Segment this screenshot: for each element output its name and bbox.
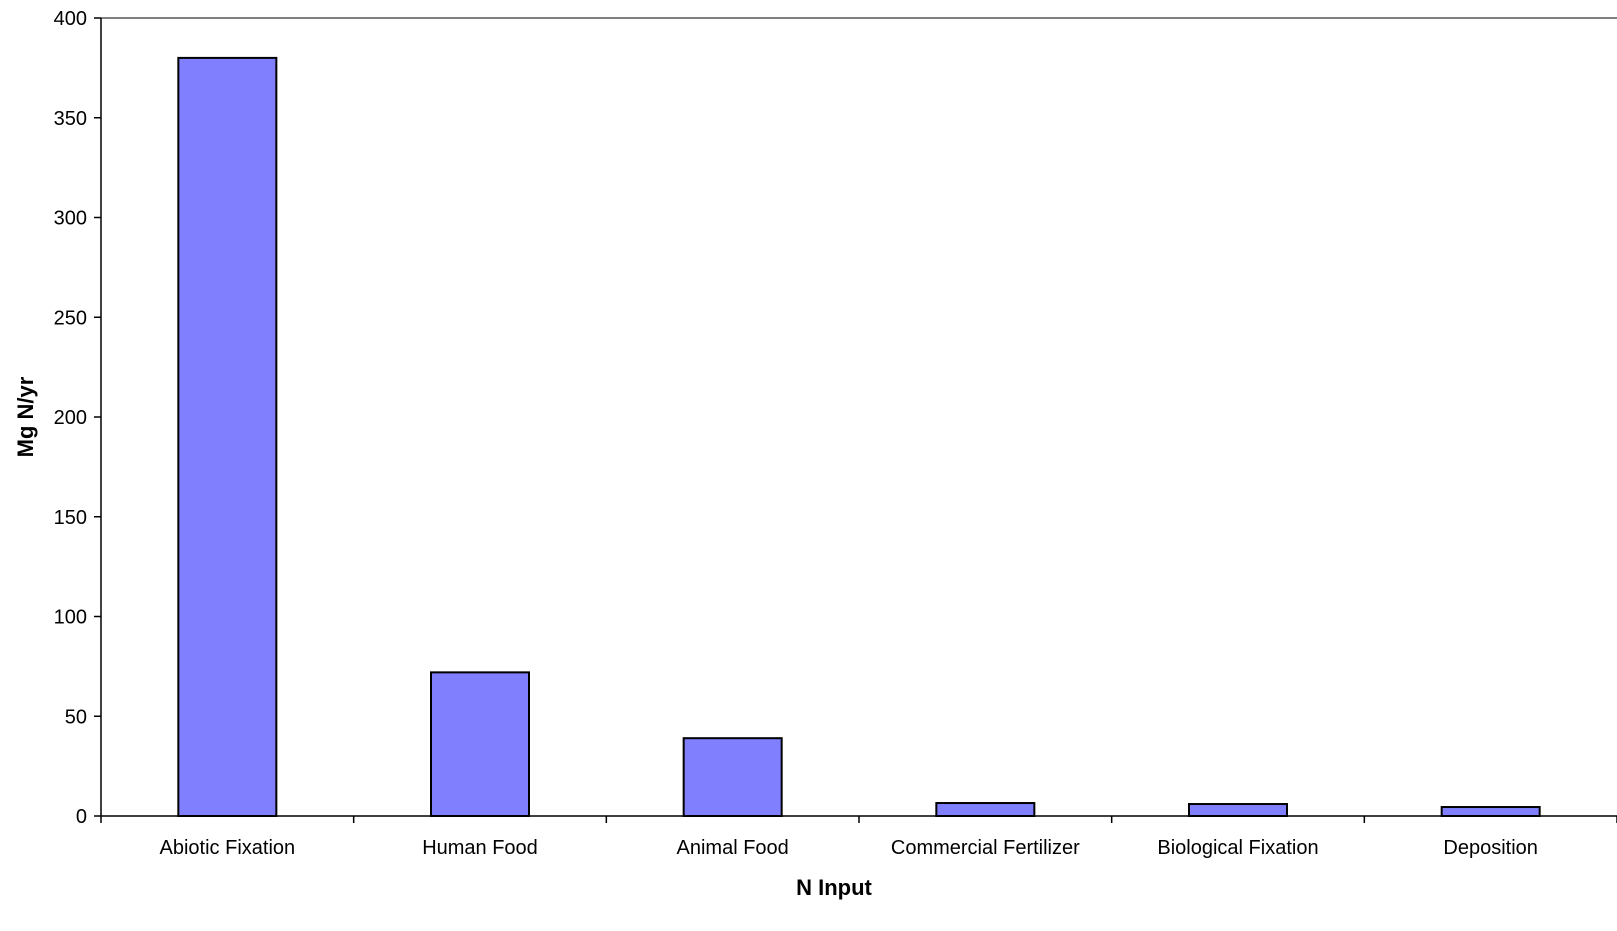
y-tick-label: 350 [54, 108, 87, 130]
bars-layer [177, 56, 1541, 818]
x-axis-title: N Input [796, 875, 872, 900]
y-tick-label: 100 [54, 607, 87, 629]
y-tick-label: 200 [54, 407, 87, 429]
bar [935, 802, 1036, 817]
y-tick-label: 300 [54, 208, 87, 230]
x-tick-label: Abiotic Fixation [160, 837, 296, 859]
x-tick-label: Human Food [422, 837, 538, 859]
y-tick-label: 0 [76, 806, 87, 828]
axes-layer [100, 17, 1617, 817]
y-ticks: 0 50 100 150 200 250 300 350 400 [54, 8, 101, 828]
y-tick-label: 150 [54, 507, 87, 529]
x-ticks: Abiotic Fixation Human Food Animal Food Com… [100, 816, 1617, 859]
bar [177, 56, 278, 817]
x-tick-label: Animal Food [677, 837, 789, 859]
bar [1188, 803, 1288, 818]
bar [682, 737, 783, 818]
y-tick-label: 250 [54, 307, 87, 329]
x-tick-label: Commercial Fertilizer [891, 837, 1080, 859]
bar [1440, 806, 1541, 818]
bar [430, 671, 530, 817]
x-tick-label: Biological Fixation [1157, 837, 1318, 859]
y-axis-title: Mg N/yr [13, 376, 38, 457]
y-tick-label: 50 [65, 706, 87, 728]
x-tick-label: Deposition [1443, 837, 1538, 859]
y-tick-label: 400 [54, 8, 87, 30]
